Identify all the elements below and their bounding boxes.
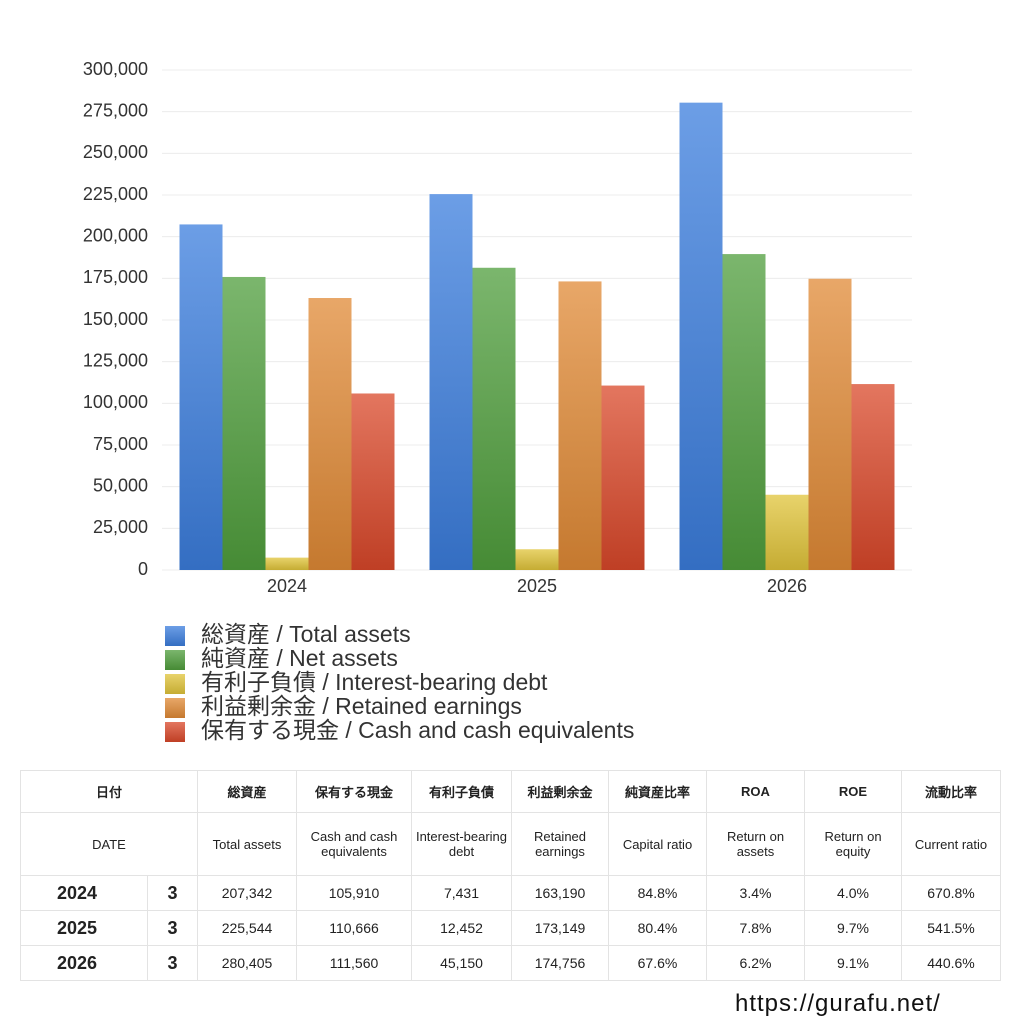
y-tick-label: 275,000 xyxy=(83,100,148,120)
cell: 80.4% xyxy=(608,910,707,946)
header-cell: Retained earnings xyxy=(511,812,609,876)
cell: 110,666 xyxy=(296,910,412,946)
cell: 3.4% xyxy=(706,875,805,911)
bar xyxy=(429,194,473,571)
header-cell: 保有する現金 xyxy=(296,770,412,813)
bar xyxy=(472,267,516,570)
x-tick-label: 2026 xyxy=(767,576,807,596)
cell: 3 xyxy=(147,945,198,981)
cell: 163,190 xyxy=(511,875,609,911)
header-cell: DATE xyxy=(20,812,198,876)
cell: 2026 xyxy=(20,945,148,981)
y-tick-label: 200,000 xyxy=(83,225,148,245)
header-cell: Return on equity xyxy=(804,812,902,876)
cell: 670.8% xyxy=(901,875,1001,911)
cell: 2024 xyxy=(20,875,148,911)
cell: 3 xyxy=(147,875,198,911)
cell: 280,405 xyxy=(197,945,297,981)
bar xyxy=(679,102,723,571)
body-row: 2025 3 225,544 110,666 12,452 173,149 80.4% 7.8… xyxy=(20,910,1001,946)
header-cell: Capital ratio xyxy=(608,812,707,876)
y-tick-label: 100,000 xyxy=(83,392,148,412)
cell: 2025 xyxy=(20,910,148,946)
legend-swatch xyxy=(165,650,185,670)
cell: 84.8% xyxy=(608,875,707,911)
body-row: 2026 3 280,405 111,560 45,150 174,756 67.6% 6.2… xyxy=(20,945,1001,981)
header-cell: Current ratio xyxy=(901,812,1001,876)
y-tick-label: 75,000 xyxy=(93,434,148,454)
cell: 440.6% xyxy=(901,945,1001,981)
bar xyxy=(722,254,766,570)
bar xyxy=(851,384,895,570)
header-cell: 有利子負債 xyxy=(411,770,512,813)
bar xyxy=(601,385,645,570)
legend-swatch xyxy=(165,674,185,694)
cell: 12,452 xyxy=(411,910,512,946)
header-cell: Interest-bearing debt xyxy=(411,812,512,876)
y-tick-label: 225,000 xyxy=(83,184,148,204)
y-tick-label: 50,000 xyxy=(93,475,148,495)
footer-url: https://gurafu.net/ xyxy=(735,990,941,1017)
cell: 173,149 xyxy=(511,910,609,946)
header-cell: ROA xyxy=(706,770,805,813)
bar xyxy=(515,549,559,570)
bar xyxy=(765,494,809,570)
bar xyxy=(222,276,266,570)
header-cell: Total assets xyxy=(197,812,297,876)
header-cell: 総資産 xyxy=(197,770,297,813)
cell: 541.5% xyxy=(901,910,1001,946)
chart: 0 25,000 50,000 75,000 100,000 125,000 150,000… xyxy=(83,59,912,743)
legend-label: 保有する現金 / Cash and cash equivalents xyxy=(201,717,634,743)
header-cell: Return on assets xyxy=(706,812,805,876)
cell: 9.1% xyxy=(804,945,902,981)
header-cell: 純資産比率 xyxy=(608,770,707,813)
body-row: 2024 3 207,342 105,910 7,431 163,190 84.8% 3.4%… xyxy=(20,875,1001,911)
legend-swatch xyxy=(165,626,185,646)
header-cell: 流動比率 xyxy=(901,770,1001,813)
cell: 9.7% xyxy=(804,910,902,946)
cell: 67.6% xyxy=(608,945,707,981)
y-tick-label: 175,000 xyxy=(83,267,148,287)
legend-label: 純資産 / Net assets xyxy=(201,645,398,671)
header-cell: ROE xyxy=(804,770,902,813)
header-row: 日付 総資産 保有する現金 有利子負債 利益剰余金 純資産比率 ROA ROE 流動比率 xyxy=(20,770,1001,813)
bar xyxy=(308,298,352,570)
x-tick-label: 2024 xyxy=(267,576,307,596)
legend-label: 利益剰余金 / Retained earnings xyxy=(201,693,522,719)
x-tick-label: 2025 xyxy=(517,576,557,596)
data-table: 日付 総資産 保有する現金 有利子負債 利益剰余金 純資産比率 ROA ROE 流動比率 DATE… xyxy=(20,770,1001,981)
cell: 45,150 xyxy=(411,945,512,981)
y-tick-label: 300,000 xyxy=(83,59,148,79)
bar xyxy=(179,224,223,570)
legend-label: 有利子負債 / Interest-bearing debt xyxy=(201,669,548,695)
bar xyxy=(808,278,852,570)
cell: 6.2% xyxy=(706,945,805,981)
cell: 3 xyxy=(147,910,198,946)
header-cell: Cash and cash equivalents xyxy=(296,812,412,876)
y-tick-label: 150,000 xyxy=(83,309,148,329)
legend-swatch xyxy=(165,698,185,718)
cell: 7,431 xyxy=(411,875,512,911)
cell: 174,756 xyxy=(511,945,609,981)
cell: 105,910 xyxy=(296,875,412,911)
cell: 111,560 xyxy=(296,945,412,981)
y-tick-label: 25,000 xyxy=(93,517,148,537)
cell: 207,342 xyxy=(197,875,297,911)
y-tick-label: 0 xyxy=(138,559,148,579)
bar xyxy=(558,281,602,570)
cell: 4.0% xyxy=(804,875,902,911)
bar xyxy=(265,557,309,570)
header-row: DATE Total assets Cash and cash equivalent… xyxy=(20,812,1001,876)
legend-label: 総資産 / Total assets xyxy=(201,621,411,647)
header-cell: 利益剰余金 xyxy=(511,770,609,813)
header-cell: 日付 xyxy=(20,770,198,813)
cell: 7.8% xyxy=(706,910,805,946)
y-tick-label: 250,000 xyxy=(83,142,148,162)
cell: 225,544 xyxy=(197,910,297,946)
bar xyxy=(351,393,395,570)
legend-swatch xyxy=(165,722,185,742)
y-tick-label: 125,000 xyxy=(83,350,148,370)
